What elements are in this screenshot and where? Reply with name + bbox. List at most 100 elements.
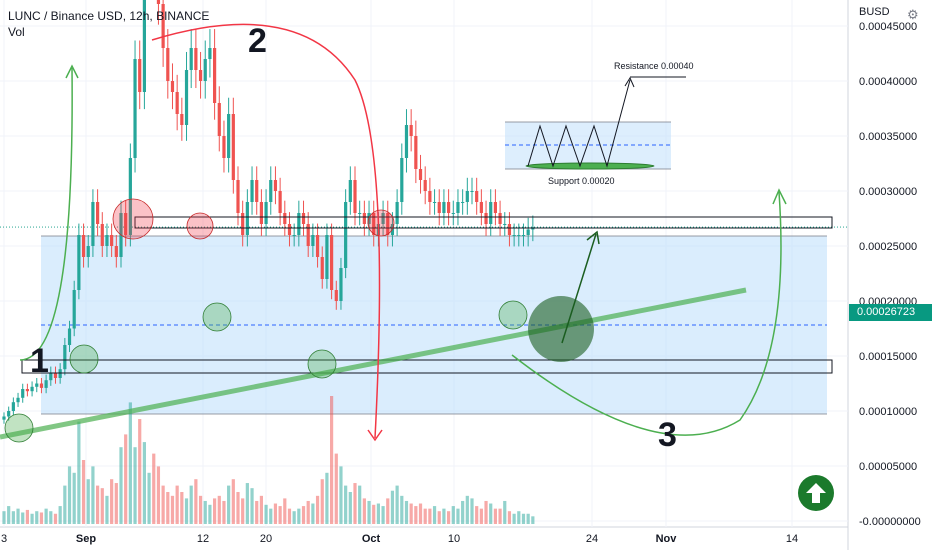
volume-bar — [236, 492, 240, 524]
time-tick-label: 12 — [197, 533, 209, 545]
volume-bar — [255, 500, 259, 524]
candle-body — [86, 246, 90, 257]
volume-bar — [306, 500, 310, 524]
candle-body — [432, 202, 437, 203]
volume-bar — [166, 492, 170, 524]
volume-bar — [292, 511, 296, 524]
candles — [2, 0, 535, 424]
volume-bar — [119, 447, 123, 524]
candle-body — [170, 81, 175, 92]
volume-bar — [493, 508, 497, 524]
support-label: Support 0.00020 — [548, 176, 615, 186]
volume-bar — [184, 498, 189, 524]
volume-bar — [16, 508, 20, 524]
volume-bar — [283, 498, 287, 524]
candle-body — [273, 180, 278, 191]
volume-bar — [414, 506, 418, 524]
candle-body — [409, 125, 413, 136]
volume-bar — [96, 485, 100, 524]
candle-body — [7, 411, 11, 417]
candle-body — [250, 180, 254, 202]
resistance-touch-circle — [186, 212, 214, 240]
target-arrow-head — [586, 230, 600, 245]
candle-body — [194, 48, 198, 70]
candle-body — [362, 213, 366, 224]
volume-bar — [503, 500, 507, 524]
candle-body — [175, 92, 179, 114]
up-arrow-icon[interactable] — [798, 475, 834, 511]
time-tick-label: 24 — [586, 533, 598, 545]
volume-bar — [142, 442, 146, 524]
volume-bar — [353, 483, 357, 524]
volume-bar — [278, 506, 282, 524]
candle-body — [180, 114, 184, 125]
candle-body — [231, 114, 235, 180]
price-tick-label: 0.00015000 — [859, 351, 917, 363]
candle-body — [470, 191, 474, 192]
volume-bar — [250, 488, 254, 524]
support-ellipse — [525, 162, 655, 170]
volume-bar — [423, 508, 427, 524]
candle-body — [269, 180, 273, 202]
candle-body — [283, 213, 287, 224]
candle-body — [39, 383, 44, 388]
volume-bar — [409, 503, 413, 524]
candle-body — [437, 202, 441, 213]
price-tick-label: -0.00000000 — [859, 516, 921, 528]
candle-body — [96, 202, 100, 224]
time-tick-label: 10 — [448, 533, 460, 545]
volume-bar — [404, 500, 409, 524]
volume-bar — [259, 495, 263, 524]
volume-bar — [49, 511, 53, 524]
volume-bar — [381, 506, 385, 524]
candle-body — [11, 402, 15, 411]
symbol-title[interactable]: LUNC / Binance USD, 12h, BINANCE — [8, 9, 210, 23]
volume-bar — [2, 511, 6, 524]
candle-body — [456, 202, 460, 213]
volume-bar — [35, 511, 39, 524]
volume-bar — [372, 504, 376, 524]
volume-bar — [432, 506, 437, 524]
schematic-box — [505, 122, 671, 169]
volume-bar — [30, 513, 34, 524]
green-arrow-left-head — [65, 64, 79, 79]
volume-bar — [227, 485, 231, 524]
candle-body — [381, 213, 385, 224]
candle-body — [400, 158, 404, 202]
resistance-box — [134, 216, 833, 229]
candle-body — [264, 202, 268, 224]
candle-body — [16, 397, 20, 403]
drawing-zones — [0, 226, 848, 415]
candle-body — [418, 169, 423, 180]
volume-bar — [517, 511, 521, 524]
volume-indicator-label[interactable]: Vol — [8, 25, 25, 39]
drawings — [0, 23, 833, 443]
volume-bar — [217, 495, 221, 524]
volume-bar — [25, 509, 29, 524]
volume-bar — [461, 500, 465, 524]
candle-body — [2, 416, 6, 420]
candle-body — [142, 0, 146, 92]
volume-bar — [161, 485, 165, 524]
volume-bar — [362, 498, 366, 524]
gear-icon[interactable]: ⚙ — [907, 7, 919, 22]
candle-body — [395, 202, 399, 224]
volume-bar — [53, 513, 58, 524]
volume-bar — [21, 512, 25, 524]
volume-bar — [526, 513, 530, 524]
time-axis: 3 Sep 12 20 Oct 10 24 Nov 14 — [1, 533, 798, 545]
volume-bar — [442, 508, 446, 524]
candle-body — [507, 224, 512, 235]
price-tick-label: 0.00010000 — [859, 406, 917, 418]
volume-bar — [395, 485, 399, 524]
time-tick-label: Nov — [656, 533, 678, 545]
support-touch-circle — [69, 344, 99, 374]
volume-bar — [297, 508, 301, 524]
volume-bar — [72, 472, 76, 524]
volume-bar — [208, 504, 212, 524]
volume-bar — [400, 495, 404, 524]
volume-bar — [231, 479, 235, 524]
candle-body — [311, 235, 315, 246]
volume-bar — [110, 479, 114, 524]
